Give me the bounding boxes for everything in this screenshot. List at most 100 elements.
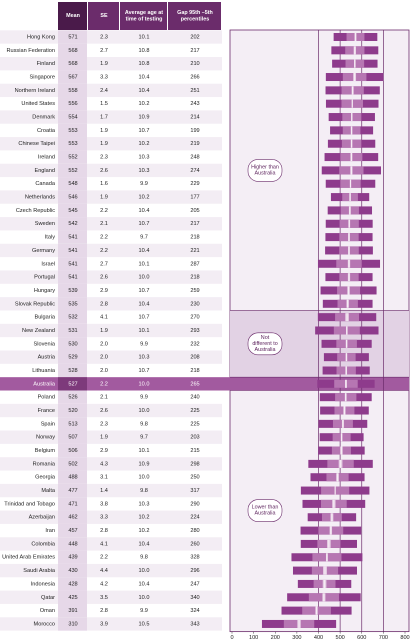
row-stripe [0,30,222,44]
cell-value: 448 [68,541,77,547]
header-label: Gap 95th –5th percentiles [177,10,213,23]
country-name: Qatar [41,595,55,601]
mean-cell [58,203,87,218]
cell-value: 462 [68,515,77,521]
cell-value: 10.9 [139,461,150,467]
mean-cell [58,403,87,418]
mean-cell [58,577,87,591]
cell-value: 10.4 [139,208,150,214]
mean-cell [58,30,87,44]
cell-value: 2.7 [100,48,108,54]
cell-value: 1.9 [100,141,108,147]
cell-value: 1.4 [100,488,108,494]
country-name: Singapore [29,75,55,81]
mean-cell [58,163,87,178]
cell-value: 251 [190,88,199,94]
x-tick-label: 100 [249,635,258,641]
cell-value: 9.9 [140,181,148,187]
cell-value: 391 [68,608,77,614]
group-label-box [247,159,283,182]
mean-cell [58,243,87,258]
cell-value: 553 [68,128,77,134]
reference-row [0,377,409,391]
header-label: SE [100,13,108,19]
cell-value: 2.3 [100,421,108,427]
cell-value: 552 [68,168,77,174]
group-label-line: Australia [255,171,276,177]
header-line: time of testing [126,17,163,23]
cell-value: 1.7 [100,115,108,121]
country-name: Austria [38,355,56,361]
cell-value: 3.3 [100,75,108,81]
row-stripe [0,163,222,178]
cell-value: 1.9 [100,195,108,201]
mean-cell [58,297,87,311]
cell-value: 199 [190,128,199,134]
country-name: Iran [45,528,55,534]
cell-value: 526 [68,395,77,401]
mean-cell [58,110,87,124]
cell-value: 552 [68,155,77,161]
cell-value: 10.8 [139,61,150,67]
row-stripe [0,297,222,311]
country-name: Colombia [31,541,56,547]
row-stripe [0,350,222,364]
cell-value: 10.5 [139,621,150,627]
country-name: Norway [36,435,55,441]
cell-value: 4.1 [100,315,108,321]
cell-value: 2.4 [100,88,108,94]
cell-value: 296 [190,568,199,574]
country-name: France [38,408,55,414]
cell-value: 4.4 [100,568,108,574]
cell-value: 2.8 [100,301,108,307]
cell-value: 10.3 [139,155,150,161]
cell-value: 439 [68,555,77,561]
cell-value: 202 [190,34,199,40]
row-stripe [0,270,222,284]
mean-cell [58,537,87,551]
cell-value: 2.9 [100,448,108,454]
cell-value: 10.1 [139,448,150,454]
country-name: Chinese Taipei [18,141,55,147]
cell-value: 10.4 [139,88,150,94]
cell-value: 2.9 [100,288,108,294]
cell-value: 2.3 [100,34,108,40]
group-label: Not different to Australia [252,335,277,353]
cell-value: 1.6 [100,181,108,187]
cell-value: 2.1 [100,395,108,401]
cell-value: 1.5 [100,101,108,107]
mean-cell [58,430,87,444]
cell-value: 10.4 [139,301,150,307]
mean-cell [58,257,87,271]
country-name: Bulgaria [34,315,55,321]
mean-cell [58,563,87,578]
cell-value: 10.4 [139,75,150,81]
header-cell [168,2,221,30]
cell-value: 532 [68,315,77,321]
mean-cell [58,97,87,111]
cell-value: 9.7 [140,235,148,241]
cell-value: 229 [190,181,199,187]
cell-value: 10.3 [139,501,150,507]
cell-value: 10.0 [139,568,150,574]
cell-value: 2.6 [100,408,108,414]
x-tick-label: 600 [357,635,366,641]
cell-value: 10.7 [139,368,150,374]
row-stripe [0,617,222,631]
mean-cell [58,217,87,231]
cell-value: 425 [68,595,77,601]
mean-cell [58,70,87,84]
cell-value: 317 [190,488,199,494]
group-label-box [247,499,283,522]
cell-value: 571 [68,34,77,40]
cell-value: 506 [68,448,77,454]
cell-value: 520 [68,408,77,414]
country-name: Trinidad and Tobago [4,501,55,507]
country-name: Denmark [32,115,55,121]
header-line: Gap 95th –5th [177,10,213,16]
cell-value: 10.2 [139,141,150,147]
cell-value: 10.4 [139,248,150,254]
header-cell [120,2,167,30]
cell-value: 240 [190,395,199,401]
mean-cell [58,523,87,538]
